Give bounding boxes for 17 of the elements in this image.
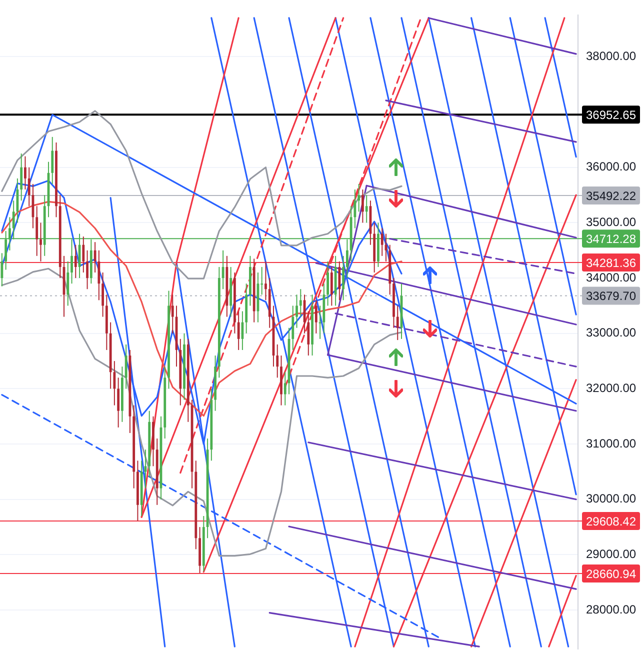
y-tick-label: 38000.00 xyxy=(586,49,636,64)
ref-line-label: 34712.28 xyxy=(586,232,636,246)
y-tick-label: 31000.00 xyxy=(586,436,636,450)
y-tick-label: 33000.00 xyxy=(586,326,636,340)
y-tick-label: 32000.00 xyxy=(586,381,636,396)
y-tick-label: 35000.00 xyxy=(586,215,636,230)
ref-line-label: 33679.70 xyxy=(586,289,636,304)
ref-line-label: 34281.36 xyxy=(586,256,636,270)
y-tick-label: 34000.00 xyxy=(586,270,636,284)
y-tick-label: 29000.00 xyxy=(586,547,636,562)
y-tick-label: 36000.00 xyxy=(586,160,636,174)
ref-line-label: 29608.42 xyxy=(586,514,636,528)
ref-line-label: 35492.22 xyxy=(586,188,636,203)
ref-line-label: 36952.65 xyxy=(586,108,636,122)
y-tick-label: 30000.00 xyxy=(586,492,636,506)
y-tick-label: 28000.00 xyxy=(586,602,636,616)
ref-line-label: 28660.94 xyxy=(586,566,636,581)
